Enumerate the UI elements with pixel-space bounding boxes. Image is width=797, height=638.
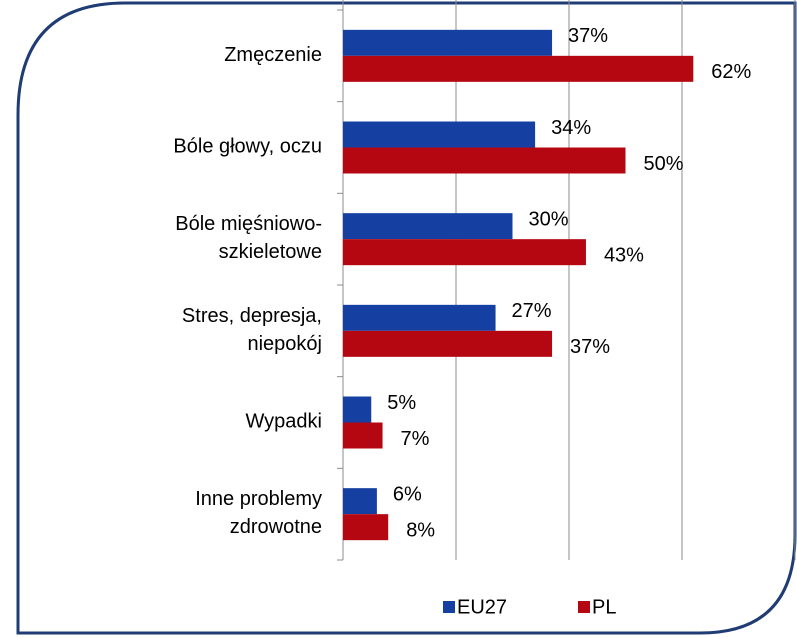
value-label: 37% bbox=[568, 25, 608, 47]
bar bbox=[343, 422, 383, 449]
value-label: 30% bbox=[529, 208, 569, 230]
bar bbox=[343, 304, 496, 331]
legend-label: EU27 bbox=[457, 596, 507, 618]
value-label: 8% bbox=[406, 519, 435, 541]
category-label: Bóle głowy, oczu bbox=[173, 136, 322, 158]
legend-swatch bbox=[443, 601, 455, 613]
legend-label: PL bbox=[592, 596, 616, 618]
bar bbox=[343, 213, 513, 240]
value-label: 37% bbox=[570, 336, 610, 358]
value-label: 34% bbox=[551, 117, 591, 139]
value-label: 50% bbox=[644, 153, 684, 175]
bar bbox=[343, 488, 377, 515]
bar bbox=[343, 514, 389, 541]
value-label: 62% bbox=[711, 61, 751, 83]
category-label: Inne problemy zdrowotne bbox=[195, 488, 322, 538]
value-label: 5% bbox=[387, 392, 416, 414]
legend-swatch bbox=[578, 601, 590, 613]
bar bbox=[343, 29, 553, 56]
bar bbox=[343, 121, 536, 148]
value-label: 7% bbox=[401, 428, 430, 450]
value-label: 27% bbox=[512, 300, 552, 322]
bar bbox=[343, 396, 372, 423]
bar bbox=[343, 55, 694, 82]
category-label: Bóle mięśniowo-szkieletowe bbox=[175, 213, 322, 263]
category-label: Wypadki bbox=[245, 411, 322, 433]
bar bbox=[343, 239, 586, 266]
category-label: Zmęczenie bbox=[224, 44, 322, 66]
bar bbox=[343, 330, 553, 357]
value-label: 43% bbox=[604, 244, 644, 266]
bar bbox=[343, 147, 626, 174]
category-label: Stres, depresja, niepokój bbox=[182, 305, 322, 355]
value-label: 6% bbox=[393, 483, 422, 505]
